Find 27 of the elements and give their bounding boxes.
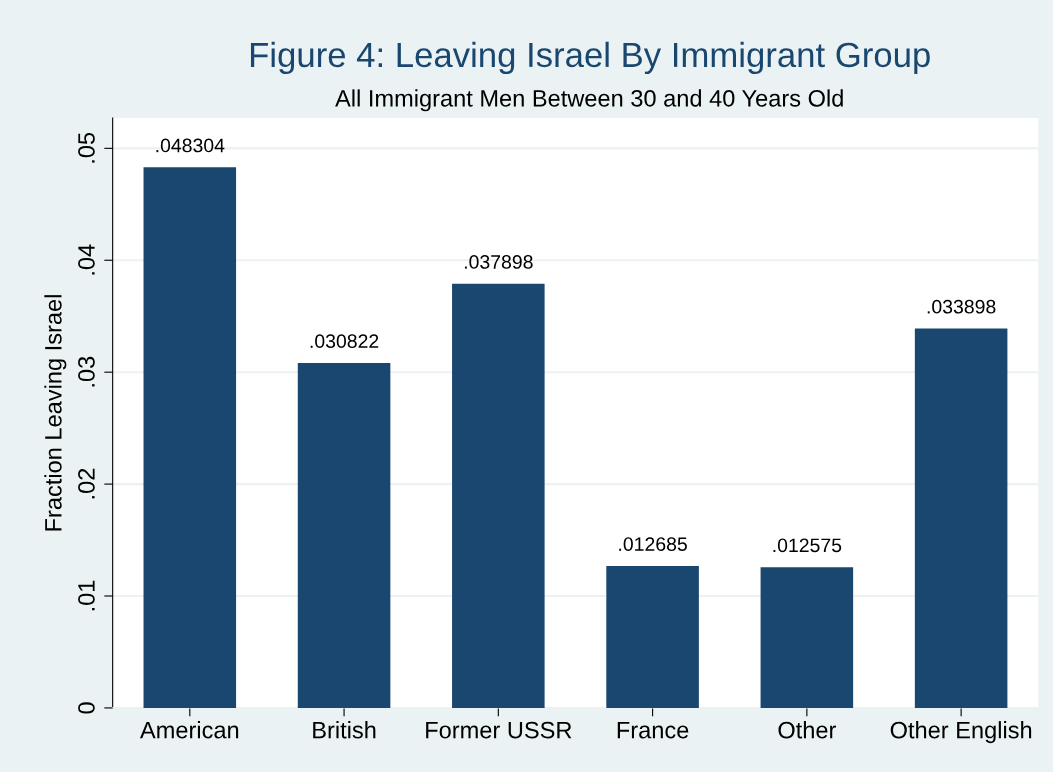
chart-subtitle: All Immigrant Men Between 30 and 40 Years Old (335, 89, 843, 112)
bar (143, 167, 237, 708)
data-label: .037898 (464, 255, 533, 269)
y-tick-label: .04 (78, 244, 95, 275)
data-label: .012575 (773, 538, 842, 553)
y-tick-label: .03 (78, 356, 95, 387)
data-label: .033898 (927, 299, 996, 314)
data-label: .048304 (156, 138, 225, 153)
y-tick-label: .01 (78, 580, 95, 611)
x-tick-label: British (313, 721, 376, 739)
y-axis-title: Fraction Leaving Israel (44, 295, 67, 531)
chart-title: Figure 4: Leaving Israel By Immigrant Group (250, 41, 930, 75)
data-label: .012685 (619, 537, 687, 551)
y-tick-label: 0 (78, 702, 95, 714)
bar (914, 328, 1008, 708)
bar (760, 567, 854, 708)
bar (452, 283, 545, 708)
y-tick-label: .02 (78, 468, 95, 499)
x-tick-label: Other (778, 721, 836, 739)
x-tick-label: France (617, 721, 689, 739)
bar (606, 565, 699, 708)
x-tick-label: American (139, 721, 239, 739)
data-label: .030822 (310, 334, 379, 349)
bar (297, 362, 391, 708)
x-tick-label: Other English (890, 721, 1032, 744)
y-tick-label: .05 (78, 132, 95, 163)
x-tick-label: Former USSR (426, 721, 572, 739)
